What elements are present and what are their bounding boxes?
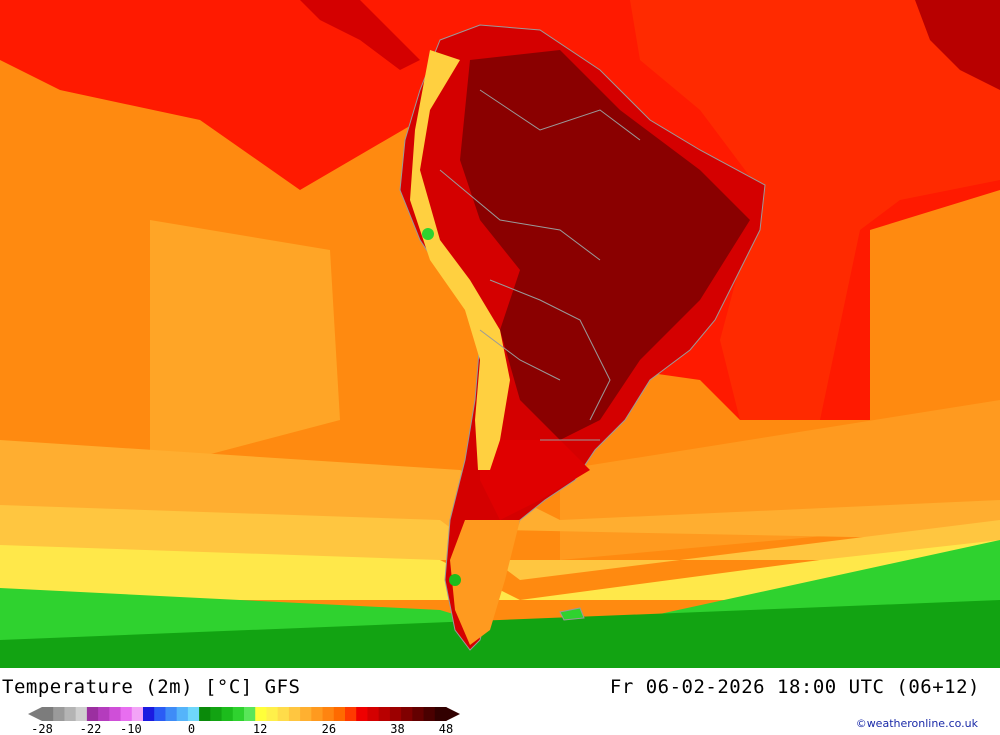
legend-swatch: [64, 707, 77, 721]
legend-swatch: [389, 707, 402, 721]
legend-swatch: [367, 707, 380, 721]
legend-swatch: [221, 707, 234, 721]
legend-swatch: [75, 707, 88, 721]
legend-swatch: [42, 707, 54, 721]
credit-link[interactable]: ©weatheronline.co.uk: [855, 717, 978, 730]
legend-swatch: [232, 707, 245, 721]
legend-swatch: [199, 707, 211, 721]
legend-tick-label: 0: [188, 722, 195, 735]
patagonia-orange: [450, 520, 520, 645]
legend-swatch: [300, 707, 312, 721]
footer: Temperature (2m) [°C] GFS Fr 06-02-2026 …: [0, 668, 1000, 735]
south-band-dark-green: [0, 600, 1000, 668]
legend-tick-label: 38: [390, 722, 404, 735]
patagonia-green-spot: [449, 574, 461, 586]
legend-swatch: [423, 707, 436, 721]
valid-time: Fr 06-02-2026 18:00 UTC (06+12): [609, 676, 980, 698]
legend-swatch: [277, 707, 290, 721]
legend-swatch: [53, 707, 65, 721]
temperature-legend: -28 -22 -10 0 12 26 38 48: [28, 707, 460, 735]
andes-green-spot: [422, 228, 434, 240]
legend-swatch: [333, 707, 346, 721]
legend-tick-label: 26: [322, 722, 336, 735]
pacific-light-orange: [150, 220, 340, 470]
legend-swatch: [345, 707, 357, 721]
legend-swatch: [109, 707, 122, 721]
temperature-map: [0, 0, 1000, 668]
andes-yellow-strip: [410, 50, 510, 470]
legend-swatch: [154, 707, 166, 721]
legend-swatch: [120, 707, 133, 721]
africa-hot-corner: [915, 0, 1000, 90]
north-atlantic-red: [630, 0, 1000, 420]
legend-swatch: [98, 707, 110, 721]
legend-arrow-high: [446, 707, 460, 721]
legend-tick-label: 12: [253, 722, 267, 735]
legend-swatch: [412, 707, 425, 721]
south-band-yellow: [0, 540, 1000, 600]
legend-swatch: [288, 707, 301, 721]
legend-swatch: [131, 707, 144, 721]
map-title: Temperature (2m) [°C] GFS: [2, 676, 301, 698]
legend-swatch: [244, 707, 256, 721]
central-america: [300, 0, 420, 70]
legend-tick-label: -10: [120, 722, 142, 735]
legend-tick-label: -22: [80, 722, 102, 735]
south-band-yellow-orange: [0, 505, 1000, 580]
legend-swatch: [176, 707, 189, 721]
legend-swatch: [356, 707, 368, 721]
amazon-hot-core: [460, 50, 750, 440]
legend-arrow-low: [28, 707, 42, 721]
legend-swatch: [378, 707, 391, 721]
legend-swatch: [210, 707, 223, 721]
legend-swatch: [311, 707, 324, 721]
legend-swatch: [165, 707, 178, 721]
legend-tick-label: 48: [439, 722, 453, 735]
legend-swatch: [434, 707, 447, 721]
pampas-red: [480, 440, 590, 520]
legend-swatch: [187, 707, 200, 721]
legend-swatch: [266, 707, 279, 721]
legend-ticks: -28 -22 -10 0 12 26 38 48: [31, 722, 453, 735]
legend-swatch: [401, 707, 413, 721]
legend-swatch: [86, 707, 99, 721]
legend-swatch: [255, 707, 267, 721]
falkland-islands: [559, 607, 585, 621]
legend-tick-label: -28: [31, 722, 53, 735]
legend-swatch: [322, 707, 335, 721]
country-borders: [439, 89, 641, 441]
legend-swatch: [143, 707, 155, 721]
legend-swatches: [28, 707, 460, 721]
